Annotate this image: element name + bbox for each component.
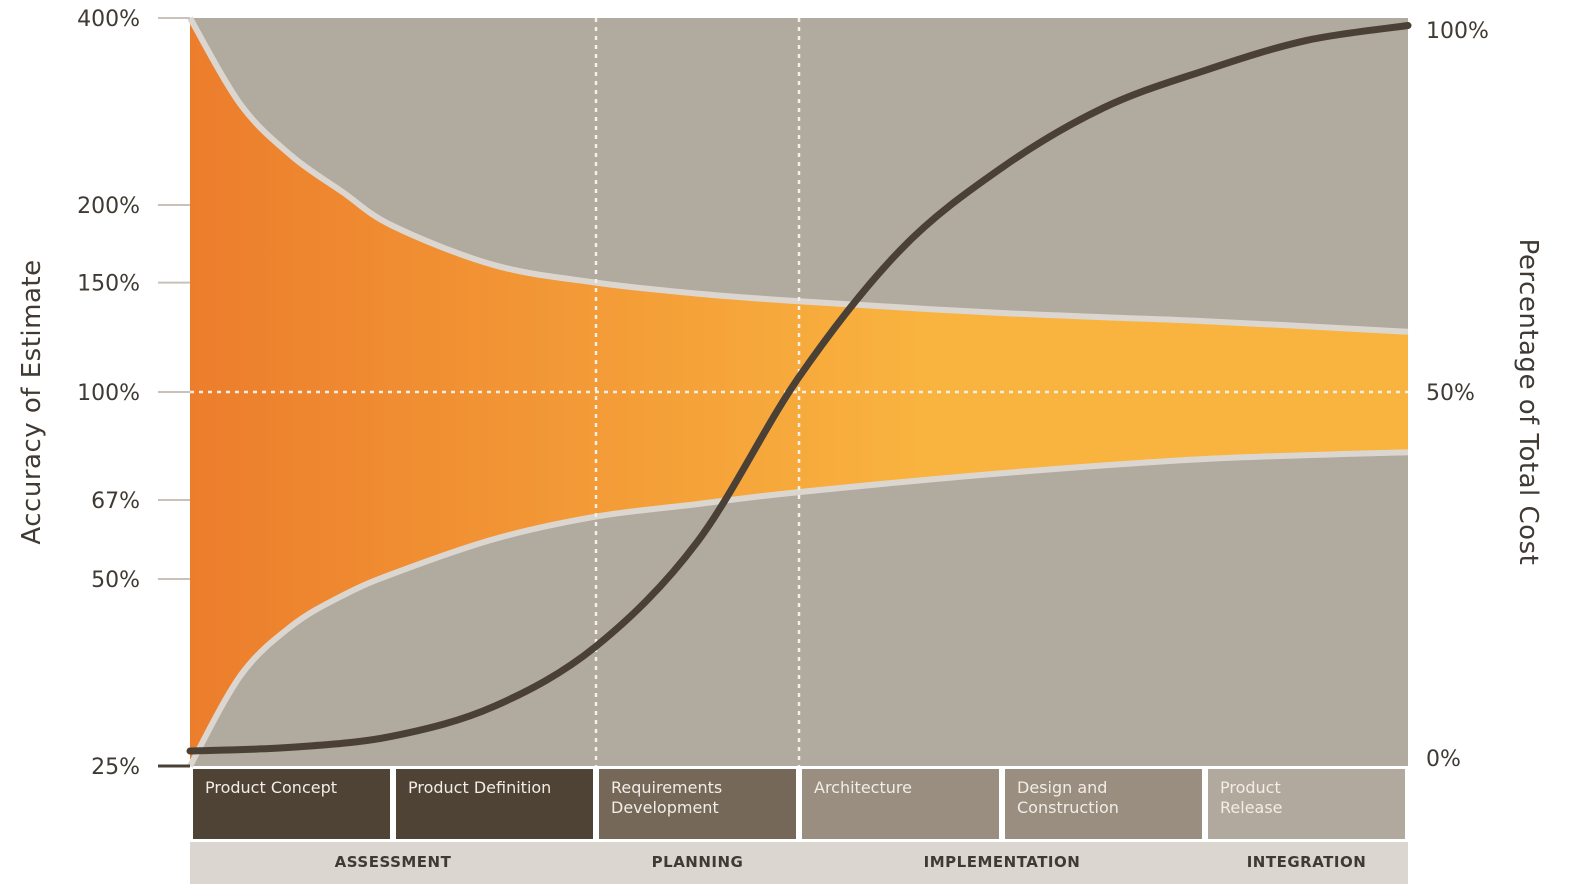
left-tick-label: 25% — [91, 755, 140, 780]
left-tick-label: 150% — [77, 272, 140, 297]
left-axis: 400% 200% 150% 100% 67% 50% 25% — [77, 7, 190, 780]
left-tick-label: 400% — [77, 7, 140, 32]
phase-label: Development — [611, 798, 719, 817]
right-axis-title: Percentage of Total Cost — [1513, 239, 1543, 566]
stage-label: ASSESSMENT — [335, 853, 452, 871]
left-tick-label: 100% — [77, 381, 140, 406]
left-axis-title: Accuracy of Estimate — [17, 259, 47, 544]
stage-label: IMPLEMENTATION — [924, 853, 1081, 871]
right-tick-label: 0% — [1426, 747, 1461, 772]
stage-label: INTEGRATION — [1247, 853, 1367, 871]
right-axis: 100% 50% 0% — [1426, 19, 1489, 772]
phase-label: Design and — [1017, 778, 1107, 797]
left-tick-label: 67% — [91, 489, 140, 514]
phase-boxes: Product Concept Product Definition Require… — [193, 769, 1405, 839]
phase-label: Architecture — [814, 778, 912, 797]
phase-label: Product Concept — [205, 778, 337, 797]
phase-label: Product Definition — [408, 778, 551, 797]
right-tick-label: 50% — [1426, 381, 1475, 406]
phase-label: Release — [1220, 798, 1283, 817]
phase-label: Construction — [1017, 798, 1119, 817]
phase-label: Requirements — [611, 778, 722, 797]
right-tick-label: 100% — [1426, 19, 1489, 44]
stage-label: PLANNING — [652, 853, 744, 871]
left-tick-label: 50% — [91, 568, 140, 593]
phase-label: Product — [1220, 778, 1281, 797]
left-tick-label: 200% — [77, 194, 140, 219]
